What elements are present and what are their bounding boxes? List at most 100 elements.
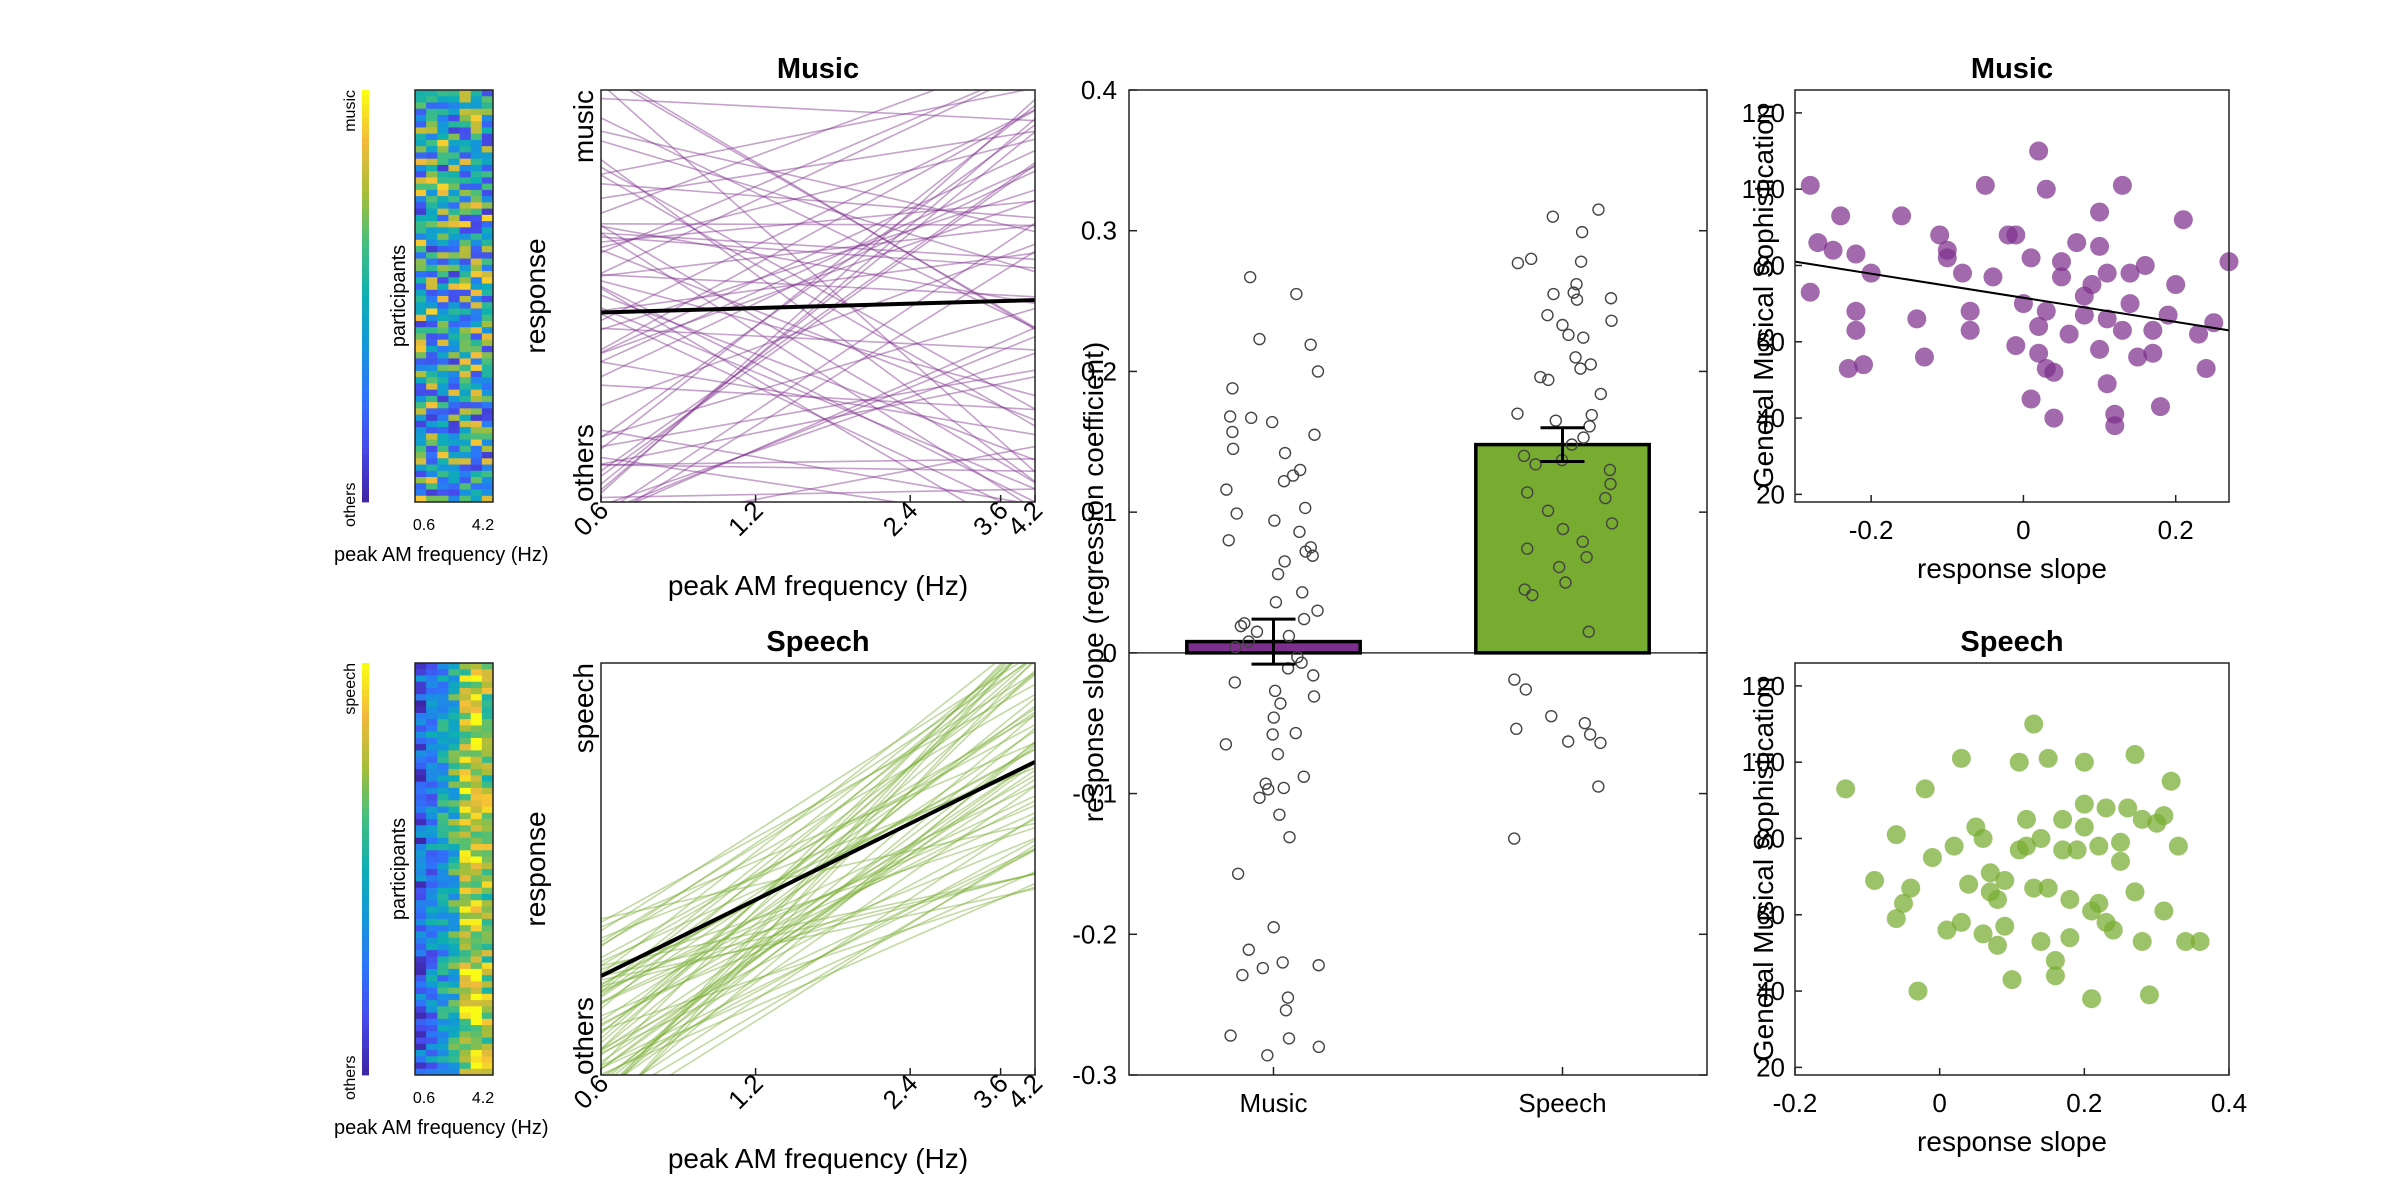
heatmap-cell bbox=[448, 196, 460, 203]
individual-point bbox=[1526, 588, 1539, 602]
scatter-point bbox=[2002, 970, 2022, 990]
participant-line bbox=[601, 252, 1035, 312]
heatmap-cell bbox=[470, 389, 483, 397]
colorbar-segment bbox=[362, 841, 369, 849]
colorbar-segment bbox=[362, 289, 369, 297]
heatmap-cell bbox=[448, 918, 460, 926]
heatmap-cell bbox=[459, 302, 472, 309]
heatmap-cell bbox=[481, 800, 494, 807]
heatmap-cell bbox=[459, 264, 472, 272]
heatmap-cell bbox=[415, 681, 427, 689]
heatmap-cell bbox=[426, 383, 438, 391]
music-lines-ytick-top: music bbox=[568, 90, 599, 163]
colorbar-segment bbox=[362, 247, 369, 256]
colorbar-segment bbox=[362, 814, 369, 822]
individual-point bbox=[1271, 747, 1285, 761]
heatmap-cell bbox=[470, 121, 483, 128]
heatmap-cell bbox=[415, 812, 427, 820]
scatter-point bbox=[2053, 840, 2073, 860]
heatmap-cell bbox=[470, 775, 483, 782]
individual-point bbox=[1311, 365, 1325, 378]
colorbar-segment bbox=[362, 807, 369, 815]
heatmap-cell bbox=[426, 881, 438, 889]
heatmap-cell bbox=[481, 762, 494, 770]
heatmap-cell bbox=[437, 114, 449, 122]
heatmap-cell bbox=[448, 277, 460, 284]
individual-point bbox=[1507, 832, 1521, 845]
heatmap-cell bbox=[470, 893, 483, 901]
heatmap-cell bbox=[459, 844, 472, 851]
individual-point bbox=[1524, 252, 1538, 266]
heatmap-cell bbox=[437, 906, 449, 914]
heatmap-cell bbox=[459, 856, 472, 864]
heatmap-cell bbox=[459, 787, 472, 795]
scatter-point bbox=[1907, 309, 1927, 329]
heatmap-cell bbox=[426, 887, 438, 895]
heatmap-cell bbox=[415, 800, 427, 807]
individual-point bbox=[1592, 780, 1605, 793]
heatmap-cell bbox=[470, 420, 483, 428]
heatmap-cell bbox=[481, 850, 494, 857]
individual-point bbox=[1570, 277, 1583, 291]
heatmap-cell bbox=[437, 90, 449, 97]
heatmap-cell bbox=[415, 133, 427, 141]
heatmap-cell bbox=[470, 725, 483, 733]
individual-point bbox=[1561, 735, 1575, 748]
heatmap-cell bbox=[470, 127, 483, 135]
heatmap-cell bbox=[415, 239, 427, 247]
heatmap-cell bbox=[415, 395, 427, 403]
heatmap-cell bbox=[481, 152, 494, 160]
colorbar-segment bbox=[362, 268, 369, 276]
heatmap-cell bbox=[470, 102, 483, 110]
heatmap-cell bbox=[415, 1018, 427, 1026]
individual-point bbox=[1565, 438, 1579, 451]
heatmap-cell bbox=[437, 252, 449, 259]
heatmap-cell bbox=[459, 108, 472, 116]
music-heatmap-xtick: 4.2 bbox=[472, 517, 494, 534]
colorbar-segment bbox=[362, 117, 369, 125]
heatmap-cell bbox=[437, 1031, 449, 1038]
colorbar-segment bbox=[362, 855, 369, 863]
heatmap-cell bbox=[481, 345, 494, 353]
heatmap-cell bbox=[437, 296, 449, 303]
heatmap-cell bbox=[470, 296, 483, 303]
heatmap-cell bbox=[459, 687, 472, 695]
participant-line bbox=[601, 663, 1029, 1040]
individual-point bbox=[1228, 676, 1242, 689]
heatmap-cell bbox=[437, 912, 449, 920]
heatmap-cell bbox=[481, 420, 494, 428]
heatmap-cell bbox=[437, 694, 449, 701]
heatmap-cell bbox=[426, 483, 438, 490]
individual-point bbox=[1242, 943, 1255, 956]
heatmap-cell bbox=[459, 925, 472, 932]
heatmap-cell bbox=[481, 912, 494, 920]
heatmap-cell bbox=[481, 694, 494, 701]
music-participant-lines bbox=[601, 90, 1035, 502]
participant-line bbox=[601, 90, 1030, 176]
heatmap-cell bbox=[415, 464, 427, 472]
participant-line bbox=[601, 888, 1035, 981]
heatmap-cell bbox=[470, 712, 483, 720]
colorbar-segment bbox=[362, 745, 369, 753]
heatmap-cell bbox=[426, 906, 438, 914]
heatmap-cell bbox=[481, 383, 494, 391]
scatter-point bbox=[2089, 836, 2109, 856]
heatmap-cell bbox=[426, 812, 438, 820]
heatmap-cell bbox=[448, 1018, 460, 1026]
heatmap-cell bbox=[415, 258, 427, 266]
heatmap-cell bbox=[459, 345, 472, 353]
colorbar-segment bbox=[362, 1026, 369, 1035]
heatmap-cell bbox=[448, 283, 460, 291]
heatmap-cell bbox=[448, 931, 460, 939]
individual-point bbox=[1283, 830, 1296, 844]
scatter-point bbox=[2044, 362, 2064, 382]
heatmap-cell bbox=[459, 352, 472, 359]
heatmap-cell bbox=[470, 794, 483, 801]
speech-colorbar bbox=[362, 663, 369, 1076]
heatmap-cell bbox=[415, 912, 427, 920]
individual-point bbox=[1552, 560, 1566, 574]
heatmap-cell bbox=[437, 214, 449, 222]
heatmap-cell bbox=[448, 383, 460, 391]
heatmap-cell bbox=[448, 408, 460, 415]
heatmap-cell bbox=[481, 1043, 494, 1051]
